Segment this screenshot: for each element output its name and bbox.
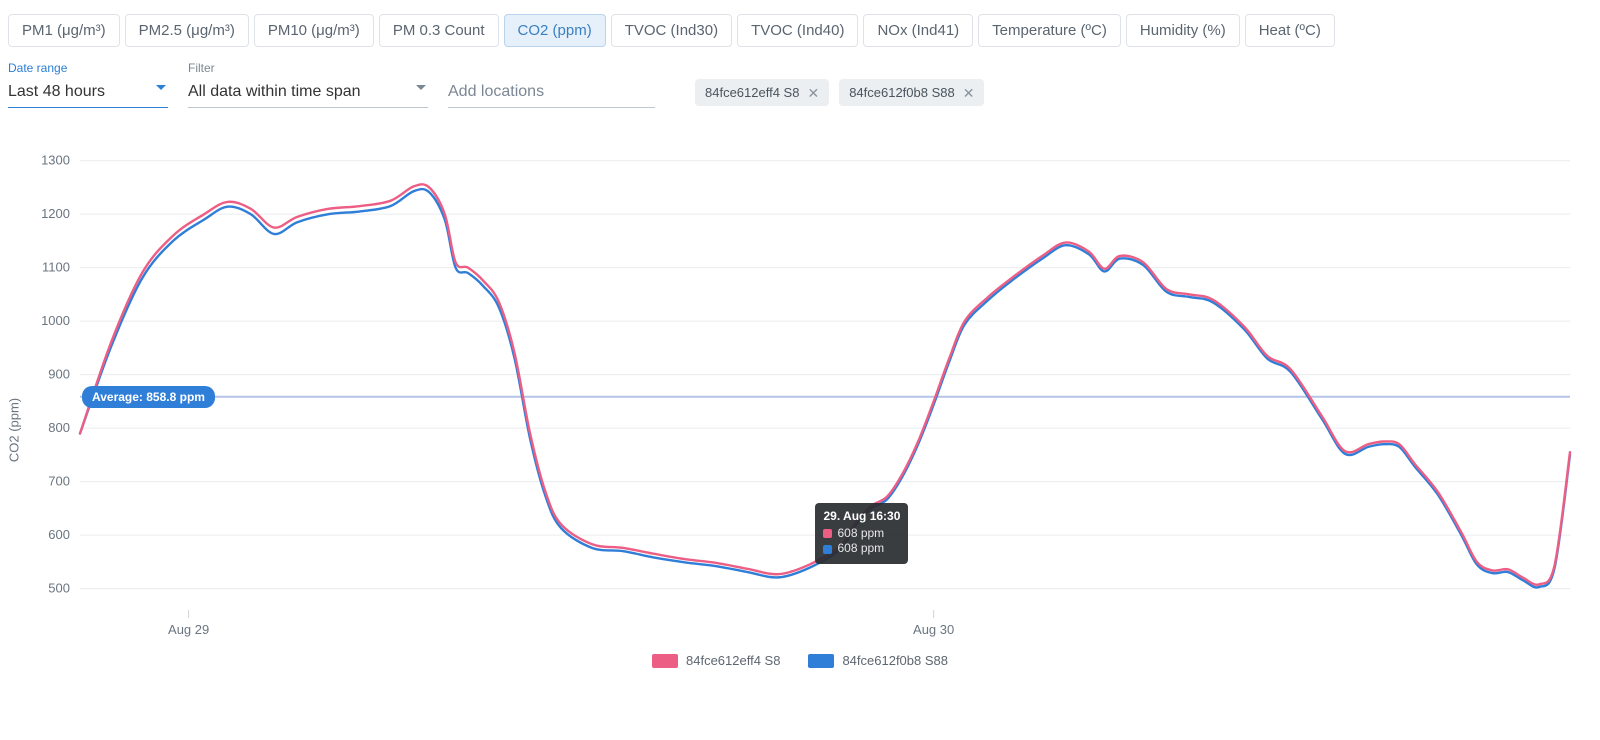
metric-tab-label: TVOC (Ind30) <box>625 22 718 39</box>
location-chip: 84fce612eff4 S8 ✕ <box>695 79 829 106</box>
metric-tab-label: PM2.5 (μg/m³) <box>139 22 235 39</box>
svg-text:700: 700 <box>48 474 70 489</box>
metric-tab-label: PM1 (μg/m³) <box>22 22 106 39</box>
location-chip-label: 84fce612eff4 S8 <box>705 85 799 100</box>
metric-tab-label: TVOC (Ind40) <box>751 22 844 39</box>
date-range-value: Last 48 hours <box>8 83 105 100</box>
svg-text:500: 500 <box>48 581 70 596</box>
line-chart[interactable]: 500 600 700 800 900 1000 1100 1200 1300 Aug 29 Aug… <box>0 120 1600 740</box>
svg-text:1100: 1100 <box>42 260 70 275</box>
metric-tab[interactable]: PM1 (μg/m³) <box>8 14 120 47</box>
chart-legend: 84fce612eff4 S8 84fce612f0b8 S88 <box>0 653 1600 668</box>
close-icon[interactable]: ✕ <box>963 86 975 100</box>
metric-tab[interactable]: Heat (ºC) <box>1245 14 1335 47</box>
chevron-down-icon <box>156 85 166 90</box>
metric-tab-label: Heat (ºC) <box>1259 22 1321 39</box>
close-icon[interactable]: ✕ <box>807 86 819 100</box>
metric-tab-label: Temperature (ºC) <box>992 22 1107 39</box>
metric-tab-label: Humidity (%) <box>1140 22 1226 39</box>
metric-tab[interactable]: Temperature (ºC) <box>978 14 1121 47</box>
legend-label: 84fce612eff4 S8 <box>686 653 780 668</box>
svg-text:800: 800 <box>48 420 70 435</box>
filter-group: Filter All data within time span <box>188 61 428 108</box>
metric-tab-label: PM10 (μg/m³) <box>268 22 360 39</box>
metric-tab-label: CO2 (ppm) <box>518 22 592 39</box>
filter-value: All data within time span <box>188 83 361 100</box>
metric-tabs: PM1 (μg/m³) PM2.5 (μg/m³) PM10 (μg/m³) PM 0… <box>0 0 1600 47</box>
date-range-group: Date range Last 48 hours <box>8 61 168 108</box>
date-range-label: Date range <box>8 61 168 75</box>
metric-tab[interactable]: TVOC (Ind40) <box>737 14 858 47</box>
add-locations-input[interactable] <box>448 79 655 108</box>
average-badge: Average: 858.8 ppm <box>82 386 215 408</box>
filter-select[interactable]: All data within time span <box>188 79 428 108</box>
legend-item[interactable]: 84fce612eff4 S8 <box>652 653 780 668</box>
metric-tab[interactable]: NOx (Ind41) <box>863 14 973 47</box>
svg-text:1000: 1000 <box>41 313 70 328</box>
svg-text:1300: 1300 <box>41 153 70 168</box>
svg-text:Aug 30: Aug 30 <box>913 622 954 637</box>
svg-text:600: 600 <box>48 527 70 542</box>
svg-text:Aug 29: Aug 29 <box>168 622 209 637</box>
svg-text:1200: 1200 <box>41 206 70 221</box>
date-range-select[interactable]: Last 48 hours <box>8 79 168 108</box>
metric-tab-label: PM 0.3 Count <box>393 22 485 39</box>
legend-swatch <box>652 654 678 668</box>
chart-area: CO2 (ppm) 500600700800900100011001200130… <box>0 120 1600 740</box>
metric-tab-label: NOx (Ind41) <box>877 22 959 39</box>
location-chips: 84fce612eff4 S8 ✕ 84fce612f0b8 S88 ✕ <box>695 79 984 106</box>
metric-tab[interactable]: TVOC (Ind30) <box>611 14 732 47</box>
metric-tab[interactable]: PM2.5 (μg/m³) <box>125 14 249 47</box>
controls-row: Date range Last 48 hours Filter All data… <box>0 47 1600 108</box>
legend-label: 84fce612f0b8 S88 <box>842 653 948 668</box>
metric-tab[interactable]: PM 0.3 Count <box>379 14 499 47</box>
location-chip-label: 84fce612f0b8 S88 <box>849 85 955 100</box>
legend-swatch <box>808 654 834 668</box>
add-locations-group <box>448 61 655 108</box>
spacer <box>448 61 655 75</box>
legend-item[interactable]: 84fce612f0b8 S88 <box>808 653 948 668</box>
location-chip: 84fce612f0b8 S88 ✕ <box>839 79 984 106</box>
chevron-down-icon <box>416 85 426 90</box>
svg-text:900: 900 <box>48 367 70 382</box>
metric-tab[interactable]: CO2 (ppm) <box>504 14 606 47</box>
metric-tab[interactable]: PM10 (μg/m³) <box>254 14 374 47</box>
metric-tab[interactable]: Humidity (%) <box>1126 14 1240 47</box>
filter-label: Filter <box>188 61 428 75</box>
